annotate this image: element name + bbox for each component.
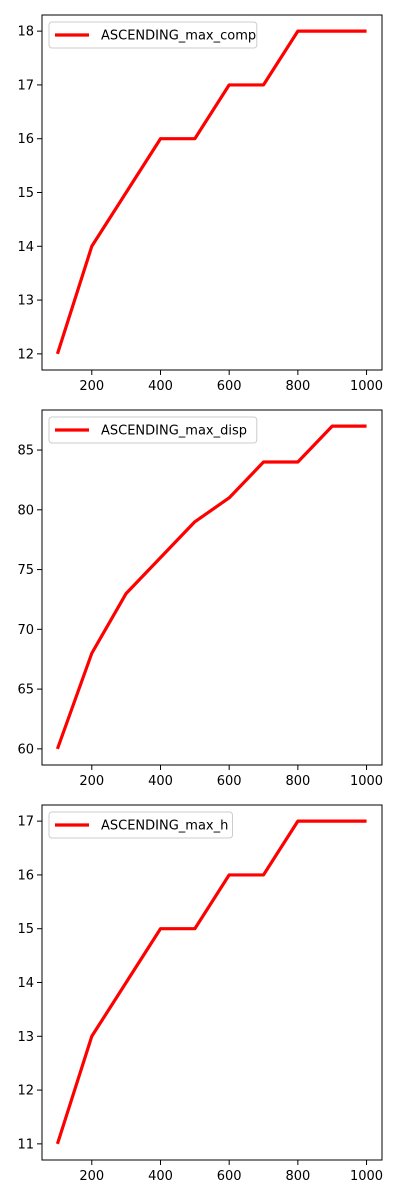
x-tick-label: 1000 — [350, 379, 383, 394]
x-tick-label: 800 — [285, 379, 310, 394]
y-tick-label: 16 — [17, 868, 34, 883]
series-line — [55, 29, 367, 355]
x-tick-label: 200 — [79, 379, 104, 394]
axes-frame — [41, 409, 383, 766]
y-tick-label: 17 — [17, 815, 34, 830]
legend-box — [48, 21, 258, 49]
y-tick-label: 85 — [17, 444, 34, 459]
y-tick-label: 80 — [17, 503, 34, 518]
y-tick-label: 14 — [17, 240, 34, 255]
x-tick-label: 800 — [285, 774, 310, 789]
series-line — [55, 424, 367, 750]
x-tick-label: 400 — [148, 379, 173, 394]
x-tick-label: 800 — [285, 1169, 310, 1184]
legend-label: ASCENDING_max_disp — [101, 424, 247, 439]
y-tick-label: 11 — [17, 1137, 34, 1152]
y-tick-label: 65 — [17, 683, 34, 698]
y-tick-label: 17 — [17, 78, 34, 93]
legend: ASCENDING_max_h — [48, 811, 233, 839]
y-tick-label: 16 — [17, 132, 34, 147]
chart-1: 200 400 600 800 1000 12 13 14 15 16 17 18 ASCENDING_… — [17, 14, 383, 394]
x-tick-label: 600 — [217, 379, 242, 394]
legend-label: ASCENDING_max_h — [101, 819, 228, 834]
x-tick-label: 200 — [79, 1169, 104, 1184]
y-tick-label: 13 — [17, 1030, 34, 1045]
series-line — [55, 819, 367, 1145]
x-tick-label: 1000 — [350, 1169, 383, 1184]
y-tick-label: 12 — [17, 1084, 34, 1099]
y-tick-label: 75 — [17, 563, 34, 578]
chart-3: 200 400 600 800 1000 11 12 13 14 15 16 17 ASCENDING_… — [17, 804, 383, 1184]
x-tick-label: 400 — [148, 774, 173, 789]
x-tick-label: 400 — [148, 1169, 173, 1184]
chart-2: 200 400 600 800 1000 60 65 70 75 80 85 ASCENDING_ma… — [17, 409, 383, 789]
y-tick-label: 60 — [17, 742, 34, 757]
y-tick-label: 14 — [17, 976, 34, 991]
legend-box — [48, 811, 233, 839]
y-tick-label: 70 — [17, 623, 34, 638]
x-tick-label: 200 — [79, 774, 104, 789]
legend: ASCENDING_max_comp — [48, 21, 258, 49]
y-tick-label: 18 — [17, 25, 34, 40]
y-tick-label: 12 — [17, 347, 34, 362]
legend-label: ASCENDING_max_comp — [101, 29, 256, 44]
x-tick-label: 600 — [217, 1169, 242, 1184]
legend: ASCENDING_max_disp — [48, 416, 258, 444]
legend-box — [48, 416, 258, 444]
x-tick-label: 600 — [217, 774, 242, 789]
y-tick-label: 15 — [17, 186, 34, 201]
y-tick-label: 15 — [17, 922, 34, 937]
x-tick-label: 1000 — [350, 774, 383, 789]
y-tick-label: 13 — [17, 294, 34, 309]
